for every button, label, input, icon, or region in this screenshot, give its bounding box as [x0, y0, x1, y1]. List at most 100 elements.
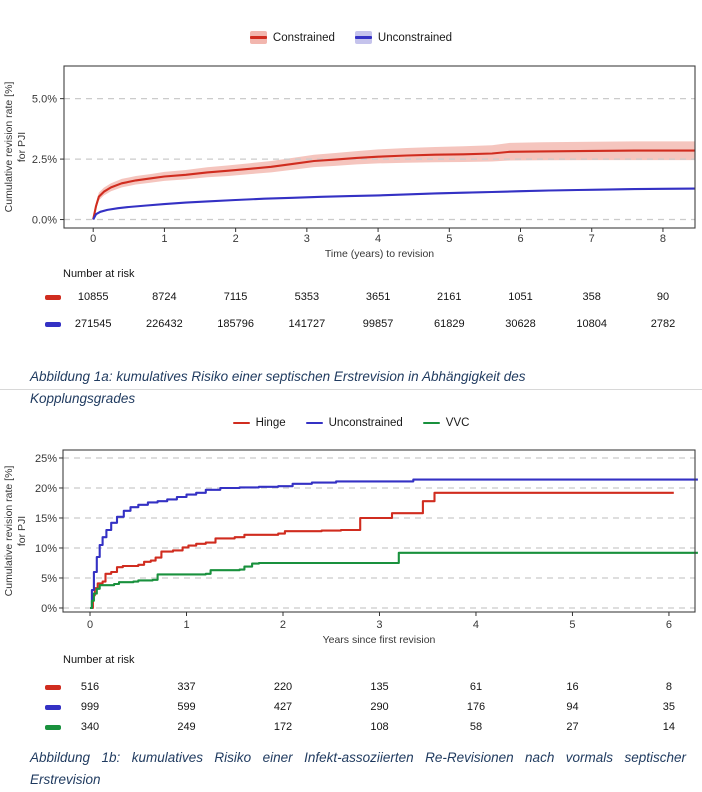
- risk-table-title: Number at risk: [63, 654, 135, 666]
- risk-value: 185796: [217, 318, 254, 330]
- risk-value: 14: [662, 721, 676, 733]
- risk-value: 90: [656, 291, 670, 303]
- risk-value: 290: [370, 701, 389, 713]
- legend-key-vvc: [422, 421, 440, 425]
- risk-value: 10804: [576, 318, 607, 330]
- x-tick-label: 8: [660, 233, 666, 245]
- x-axis-title: Time (years) to revision: [325, 248, 434, 260]
- series-line-unconstrained: [90, 478, 698, 610]
- legend-item-unconstrained: Unconstrained: [305, 417, 403, 429]
- series-line-hinge: [90, 491, 674, 610]
- caption-line: Abbildung 1a: kumulatives Risiko einer s…: [30, 369, 526, 384]
- risk-value: 94: [566, 701, 579, 713]
- risk-value: 337: [177, 681, 196, 693]
- y-tick-label: 10%: [35, 543, 57, 555]
- risk-value: 172: [273, 721, 293, 733]
- risk-table-title: Number at risk: [63, 268, 135, 280]
- chart1-legend: Constrained Unconstrained: [0, 31, 702, 44]
- risk-value: 2161: [437, 291, 462, 303]
- km-chart-constrained-vs-unconstrained: 0 1 2 3 4 5 6 7 8 0.0% 2.5% 5.0% Time (years) to rev…: [3, 65, 696, 260]
- divider-line: [0, 389, 702, 390]
- risk-value: 220: [273, 681, 293, 693]
- legend-key-hinge: [232, 421, 250, 425]
- legend-key-line: [354, 36, 372, 39]
- legend-label: Hinge: [255, 417, 286, 429]
- risk-value: 427: [273, 701, 293, 713]
- x-tick-label: 6: [517, 233, 523, 245]
- risk-value: 135: [370, 681, 389, 693]
- x-tick-label: 3: [376, 619, 382, 631]
- risk-value: 7115: [223, 291, 248, 303]
- chart2-legend: Hinge Unconstrained VVC: [0, 417, 702, 429]
- legend-item-hinge: Hinge: [232, 417, 286, 429]
- risk-row-key-unconstrained: [45, 322, 61, 327]
- risk-value: 176: [466, 701, 486, 713]
- legend-label: Unconstrained: [328, 417, 403, 429]
- x-tick-label: 5: [569, 619, 575, 631]
- legend-item-unconstrained: Unconstrained: [354, 31, 452, 44]
- legend-key-line: [249, 36, 267, 39]
- caption-line: Kopplungsgrades: [30, 390, 136, 406]
- caption-line: Abbildung 1b: kumulatives Risiko einer I…: [30, 750, 686, 765]
- risk-value: 10855: [77, 291, 109, 303]
- legend-key-unconstrained: [305, 421, 323, 425]
- risk-value: 249: [177, 721, 196, 733]
- risk-row-key-constrained: [45, 295, 61, 300]
- panel-border: [62, 449, 696, 613]
- legend-item-vvc: VVC: [422, 417, 470, 429]
- legend-label: VVC: [445, 417, 470, 429]
- y-tick-label: 5%: [41, 573, 57, 585]
- x-tick-label: 0: [90, 233, 96, 245]
- panel-border: [63, 65, 696, 229]
- km-chart-hinge-unconstrained-vvc: 0 1 2 3 4 5 6 0% 5% 10% 15% 20% 25% Years since first…: [3, 449, 698, 646]
- risk-value: 108: [370, 721, 389, 733]
- caption-line: Erstrevision: [30, 771, 101, 787]
- legend-item-constrained: Constrained: [249, 31, 335, 44]
- risk-row-key-hinge: [45, 685, 61, 690]
- x-axis-title: Years since first revision: [323, 634, 436, 646]
- risk-value: 16: [566, 681, 579, 693]
- y-tick-label: 5.0%: [32, 94, 57, 106]
- x-tick-label: 2: [233, 233, 239, 245]
- x-tick-label: 1: [183, 619, 189, 631]
- risk-row-key-vvc: [45, 725, 61, 730]
- risk-value: 8: [665, 681, 672, 693]
- risk-value: 8724: [152, 291, 177, 303]
- confidence-band-constrained: [93, 141, 695, 220]
- risk-value: 61829: [434, 318, 465, 330]
- y-tick-label: 0%: [41, 603, 57, 615]
- legend-key-unconstrained: [354, 31, 372, 44]
- x-tick-label: 6: [666, 619, 672, 631]
- chart2-number-at-risk-table: Number at risk 516 337 220 135 61 16 8 999 599 42…: [0, 650, 702, 745]
- risk-value: 271545: [74, 318, 112, 330]
- y-axis-title: for PJI: [16, 516, 28, 546]
- y-tick-label: 15%: [35, 513, 57, 525]
- y-tick-label: 25%: [35, 453, 57, 465]
- risk-value: 1051: [508, 291, 533, 303]
- y-tick-label: 20%: [35, 483, 57, 495]
- y-axis-title: Cumulative revision rate [%]: [3, 82, 15, 213]
- risk-value: 516: [80, 681, 100, 693]
- x-tick-label: 2: [280, 619, 286, 631]
- risk-value: 35: [662, 701, 676, 713]
- risk-value: 5353: [294, 291, 320, 303]
- chart1-number-at-risk-table: Number at risk 10855 8724 7115 5353 3651 2161…: [0, 264, 702, 362]
- x-tick-label: 0: [87, 619, 93, 631]
- y-axis-title: Cumulative revision rate [%]: [3, 466, 15, 597]
- risk-value: 358: [582, 291, 601, 303]
- risk-value: 340: [80, 721, 100, 733]
- x-tick-label: 1: [161, 233, 167, 245]
- legend-key-constrained: [249, 31, 267, 44]
- figure-1b-caption: Abbildung 1b: kumulatives Risiko einer I…: [30, 747, 686, 790]
- x-tick-label: 7: [589, 233, 595, 245]
- x-tick-label: 4: [473, 619, 479, 631]
- risk-value: 27: [566, 721, 579, 733]
- series-line-constrained: [92, 149, 695, 220]
- series-line-vvc: [90, 551, 698, 610]
- risk-value: 58: [469, 721, 483, 733]
- figure-1a-caption: Abbildung 1a: kumulatives Risiko einer s…: [30, 366, 686, 409]
- y-tick-label: 2.5%: [32, 154, 57, 166]
- y-tick-label: 0.0%: [32, 215, 57, 227]
- risk-value: 99857: [362, 318, 394, 330]
